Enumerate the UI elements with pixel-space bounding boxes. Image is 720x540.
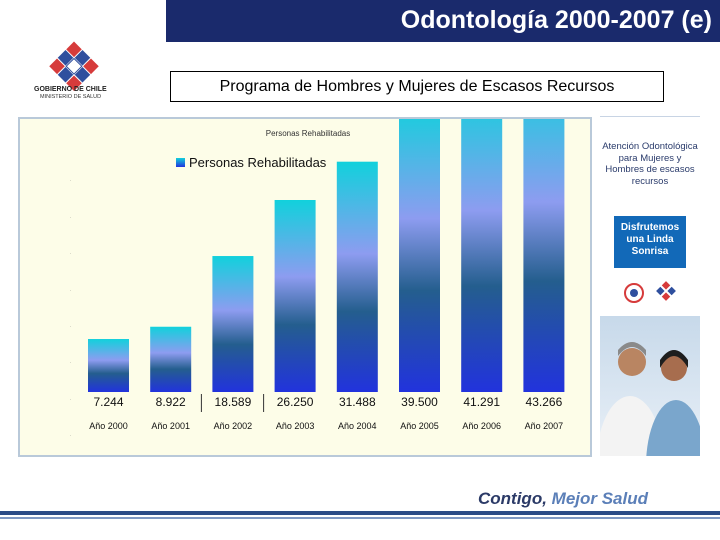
bar-a-o-2000 [88,339,129,392]
value-label: 39.500 [401,395,438,409]
bar-chart: Personas Rehabilitadas Personas Rehabili… [70,119,565,438]
category-label: Año 2000 [89,421,128,431]
value-label: 7.244 [93,395,123,409]
category-label: Año 2001 [151,421,190,431]
bar-a-o-2005 [399,119,440,392]
svg-text:·: · [70,251,71,256]
subtitle-text: Programa de Hombres y Mujeres de Escasos… [219,78,615,95]
chart-legend: Personas Rehabilitadas [176,155,327,170]
poster-slogan: Disfrutemos una Linda Sonrisa [620,222,680,257]
svg-text:·: · [70,215,71,220]
value-label: 8.922 [156,395,186,409]
category-label: Año 2003 [276,421,315,431]
poster-text: Atención Odontológica para Mujeres y Hom… [602,141,698,187]
people-photo [600,316,700,456]
footer-line [0,511,720,515]
svg-text:·: · [70,433,71,438]
side-poster: Atención Odontológica para Mujeres y Hom… [600,116,700,317]
value-label: 26.250 [277,395,314,409]
bar-a-o-2006 [461,119,503,392]
category-labels: Año 2000 Año 2001 Año 2002 Año 2003 Año 2004… [89,421,563,431]
people-illustration [600,342,700,456]
bar-a-o-2003 [274,200,316,392]
category-label: Año 2004 [338,421,377,431]
chart-area: Personas Rehabilitadas Personas Rehabili… [18,117,592,457]
legend-label: Personas Rehabilitadas [189,155,327,170]
footer-slogan: Contigo, Mejor Salud [478,489,648,509]
svg-text:·: · [70,360,71,365]
value-label: 41.291 [463,395,500,409]
bar-a-o-2001 [150,326,192,392]
y-axis-ticks: · · · · · · · · [70,178,71,438]
value-label: 43.266 [526,395,563,409]
footer-slogan-part2: Mejor Salud [551,489,649,508]
logo-text-line2: MINISTERIO DE SALUD [40,94,102,100]
footer-line-secondary [0,517,720,519]
logo-text-line1: GOBIERNO DE CHILE [34,86,107,93]
government-logo [49,41,99,92]
page-title: Odontología 2000-2007 (e) [400,6,712,34]
svg-text:·: · [70,288,71,293]
bar-a-o-2007 [523,119,565,393]
category-label: Año 2005 [400,421,439,431]
value-labels: 7.244 8.922 18.589 26.250 31.488 39.500 41.291… [93,394,563,412]
bar-a-o-2002 [212,256,254,392]
value-label: 18.589 [215,395,252,409]
title-bar: Odontología 2000-2007 (e) [166,0,720,42]
category-label: Año 2006 [462,421,501,431]
poster-slogan-box: Disfrutemos una Linda Sonrisa [614,216,686,268]
legend-swatch [176,158,185,167]
category-label: Año 2002 [214,421,253,431]
footer-slogan-part1: Contigo, [478,489,552,508]
poster-logos [624,281,676,303]
svg-text:·: · [70,397,71,402]
value-label: 31.488 [339,395,376,409]
bars [88,119,565,393]
category-label: Año 2007 [525,421,564,431]
svg-text:·: · [70,324,71,329]
svg-text:·: · [70,178,71,183]
subtitle-box: Programa de Hombres y Mujeres de Escasos… [170,71,664,102]
chart-title: Personas Rehabilitadas [266,129,351,138]
bar-a-o-2004 [336,161,378,392]
